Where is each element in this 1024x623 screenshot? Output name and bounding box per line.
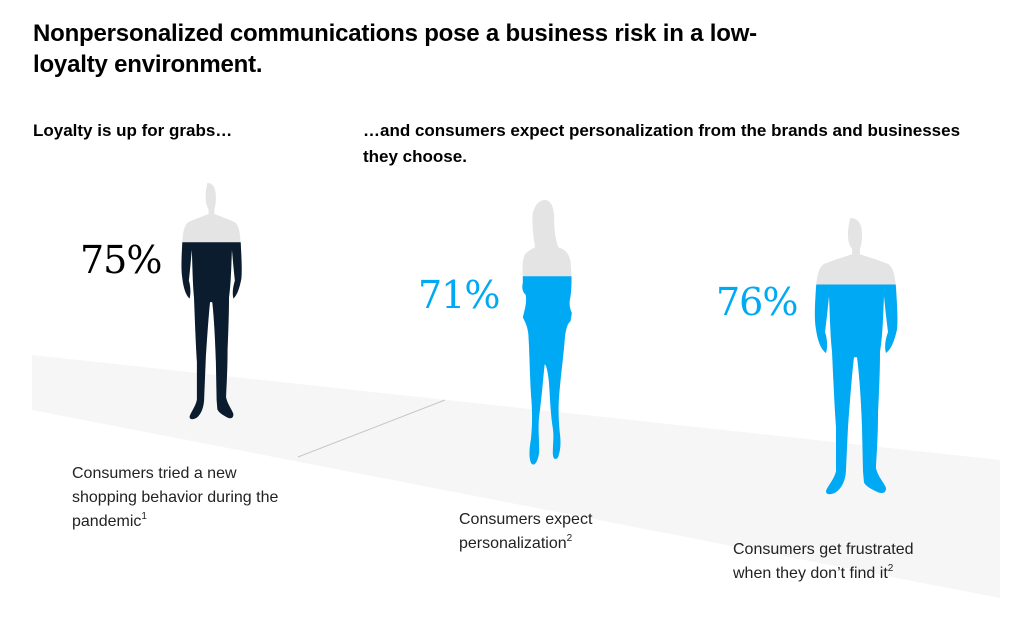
value-label-2: 71% — [418, 273, 500, 317]
divider-line — [297, 399, 446, 458]
caption-3: Consumers get frustrated when they don’t… — [733, 541, 914, 582]
value-label-1: 75% — [80, 238, 162, 282]
caption-2: Consumers expect personalization2 — [459, 511, 593, 552]
page-title: Nonpersonalized communications pose a bu… — [33, 20, 757, 78]
left-heading: Loyalty is up for grabs… — [33, 121, 233, 140]
value-label-3: 76% — [716, 280, 798, 324]
right-heading: …and consumers expect personalization fr… — [363, 121, 961, 166]
floor-shape — [32, 355, 1000, 598]
caption-1: Consumers tried a new shopping behavior … — [72, 465, 279, 530]
